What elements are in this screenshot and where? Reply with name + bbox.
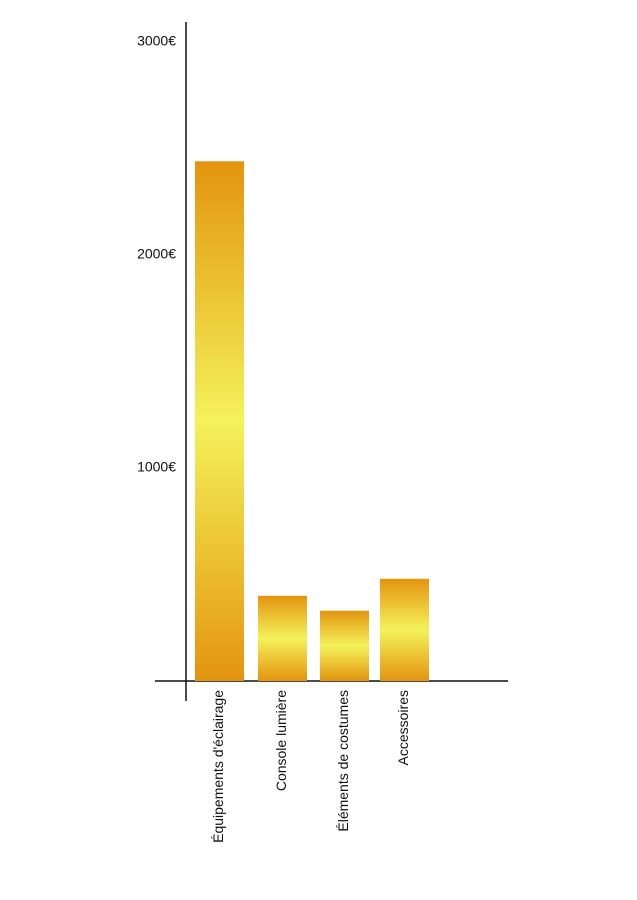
bar	[195, 161, 244, 681]
x-tick-label: Équipements d'éclairage	[210, 690, 226, 843]
y-tick-label: 2000€	[137, 246, 176, 262]
y-tick-label: 1000€	[137, 459, 176, 475]
bar	[320, 610, 369, 681]
bar	[258, 595, 307, 681]
x-tick-label: Console lumière	[273, 690, 289, 791]
x-tick-label: Accessoires	[395, 690, 411, 765]
y-tick-label: 3000€	[137, 33, 176, 49]
bar	[380, 578, 429, 681]
x-tick-label: Éléments de costumes	[335, 690, 351, 832]
